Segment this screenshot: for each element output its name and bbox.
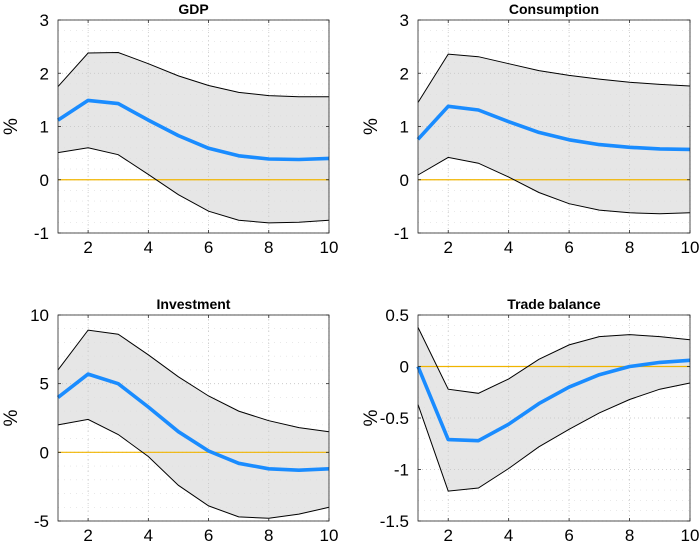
x-tick-label: 4	[144, 238, 153, 257]
y-tick-label: -1	[394, 461, 409, 480]
x-tick-label: 8	[625, 526, 634, 545]
y-tick-label: -1	[34, 224, 49, 243]
lower-bound-line	[417, 382, 691, 492]
panel-consumption: 2 4 6 8 10 -1 0 1 2 3 Consumption%	[361, 1, 699, 257]
upper-bound-line	[417, 53, 691, 103]
x-tick-label: 10	[320, 526, 339, 545]
y-tick-label: 0	[400, 171, 409, 190]
y-tick-label: -1.5	[380, 512, 409, 531]
x-tick-label: 6	[204, 526, 213, 545]
y-tick-label: 1	[400, 118, 409, 137]
panel-investment: 2 4 6 8 10 -5 0 5 10 Investment%	[1, 296, 338, 545]
panel-title: GDP	[178, 1, 208, 17]
y-tick-label: 10	[30, 306, 49, 325]
x-tick-label: 4	[504, 238, 513, 257]
y-tick-label: 2	[400, 64, 409, 83]
x-tick-label: 4	[504, 526, 513, 545]
panel-title: Consumption	[509, 1, 599, 17]
x-tick-label: 6	[204, 238, 213, 257]
y-tick-label: 0	[400, 358, 409, 377]
panel-title: Trade balance	[507, 296, 601, 312]
median-line	[416, 104, 691, 152]
x-tick-label: 10	[320, 238, 339, 257]
x-tick-label: 6	[564, 526, 573, 545]
y-axis-label: %	[1, 409, 22, 426]
upper-bound-line	[57, 51, 329, 98]
median-line	[57, 98, 330, 162]
confidence-band	[58, 330, 329, 519]
lower-bound-line	[57, 147, 330, 224]
x-tick-label: 2	[83, 526, 92, 545]
y-axis-label: %	[361, 118, 382, 135]
y-axis-label: %	[361, 409, 382, 426]
y-tick-label: 0	[40, 171, 49, 190]
axes-frame	[57, 314, 330, 522]
x-tick-label: 8	[625, 238, 634, 257]
y-tick-label: 5	[40, 375, 49, 394]
grid	[58, 19, 330, 234]
upper-bound-line	[57, 329, 330, 433]
lower-bound-line	[417, 156, 691, 215]
median-line	[416, 358, 691, 443]
panel-gdp: 2 4 6 8 10 -1 0 1 2 3 GDP%	[1, 1, 338, 257]
y-tick-label: -5	[34, 512, 49, 531]
x-tick-label: 2	[443, 526, 452, 545]
x-tick-label: 4	[144, 526, 153, 545]
x-tick-label: 8	[264, 526, 273, 545]
confidence-band	[418, 54, 690, 214]
y-tick-label: -1	[394, 224, 409, 243]
y-tick-label: -0.5	[380, 409, 409, 428]
y-tick-label: 2	[40, 64, 49, 83]
y-tick-label: 0	[40, 443, 49, 462]
y-tick-label: 3	[400, 11, 409, 30]
y-axis-label: %	[1, 118, 22, 135]
median-line	[56, 372, 330, 473]
upper-bound-line	[417, 327, 691, 394]
panel-trade-balance: 2 4 6 8 10 -1.5 -1 -0.5 0 0.5 Trade balance%	[361, 296, 699, 545]
lower-bound-line	[57, 418, 330, 519]
y-tick-label: 0.5	[385, 306, 409, 325]
y-tick-label: 1	[40, 118, 49, 137]
x-tick-label: 6	[564, 238, 573, 257]
y-tick-label: 3	[40, 11, 49, 30]
x-tick-label: 2	[443, 238, 452, 257]
x-tick-label: 8	[264, 238, 273, 257]
x-tick-label: 10	[681, 526, 700, 545]
panel-title: Investment	[157, 296, 231, 312]
x-tick-label: 10	[681, 238, 700, 257]
x-tick-label: 2	[83, 238, 92, 257]
